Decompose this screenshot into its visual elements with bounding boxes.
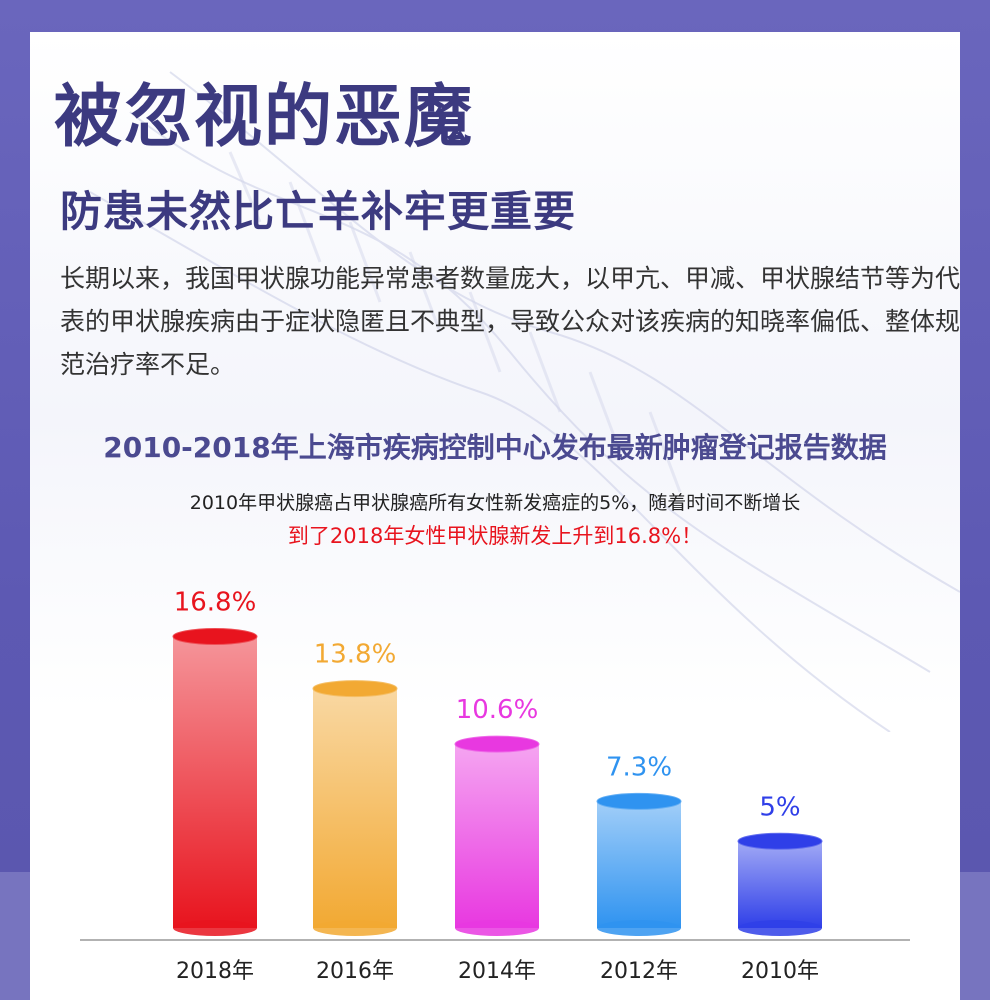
bar-top-2018年 [172,628,258,646]
chart-highlight: 到了2018年女性甲状腺新发上升到16.8%！ [287,524,703,548]
intro-paragraph: 长期以来，我国甲状腺功能异常患者数量庞大，以甲亢、甲减、甲状腺结节等为代表的甲状… [60,264,960,379]
category-label-2016年: 2016年 [316,959,394,984]
chart-description: 2010年甲状腺癌占甲状腺癌所有女性新发癌症的5%，随着时间不断增长 [189,492,801,514]
bar-base-2018年 [173,920,257,936]
value-label-2016年: 13.8% [314,640,397,670]
bar-base-2014年 [455,920,539,936]
value-label-2012年: 7.3% [606,752,672,782]
bar-top-2012年 [596,792,682,810]
bar-2016年 [313,688,397,928]
content-card: 被忽视的恶魔 防患未然比亡羊补牢更重要 长期以来，我国甲状腺功能异常患者数量庞大… [30,32,960,1000]
bar-2018年 [173,636,257,928]
bar-top-2014年 [454,735,540,753]
category-label-2012年: 2012年 [600,959,678,984]
value-label-2010年: 5% [759,792,800,822]
category-label-2010年: 2010年 [741,959,819,984]
bar-base-2016年 [313,920,397,936]
value-label-2018年: 16.8% [174,588,257,618]
page-title: 被忽视的恶魔 [54,78,475,157]
bar-base-2010年 [738,920,822,936]
bar-top-2010年 [737,832,823,850]
category-label-2014年: 2014年 [458,959,536,984]
bar-chart: 16.8% 2018年 13.8% 2016年 10.6% 2014年 7.3% 2012年 5… [80,588,910,984]
bar-base-2012年 [597,920,681,936]
bar-top-2016年 [312,680,398,698]
value-label-2014年: 10.6% [456,695,539,725]
page-subtitle: 防患未然比亡羊补牢更重要 [60,187,577,236]
bar-2014年 [455,744,539,928]
chart-heading: 2010-2018年上海市疾病控制中心发布最新肿瘤登记报告数据 [103,431,887,464]
bar-2010年 [738,841,822,928]
category-label-2018年: 2018年 [176,959,254,984]
bar-2012年 [597,801,681,928]
